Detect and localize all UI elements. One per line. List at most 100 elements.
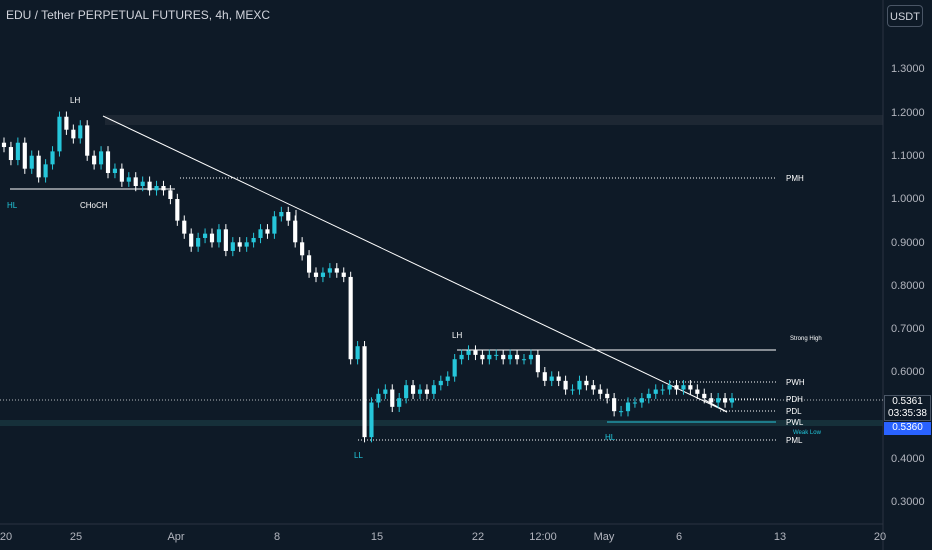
candle-up[interactable] [632,402,638,404]
candle-up[interactable] [397,398,402,407]
short-trendline[interactable] [704,399,728,413]
candle-up[interactable] [521,359,527,361]
candle-up[interactable] [549,376,554,381]
candle-up[interactable] [369,402,374,438]
candle-down[interactable] [175,199,180,221]
candle-down[interactable] [341,272,346,277]
candle-up[interactable] [653,389,658,394]
candle-down[interactable] [300,242,305,256]
candle-up[interactable] [618,411,624,413]
descending-trendline[interactable] [102,115,728,413]
candle-down[interactable] [133,177,138,187]
candle-up[interactable] [577,380,582,390]
candle-up[interactable] [279,211,284,217]
candle-down[interactable] [306,255,312,273]
candle-down[interactable] [695,389,700,394]
candle-up[interactable] [140,181,145,187]
candle-up[interactable] [459,354,464,360]
candle-down[interactable] [147,181,152,191]
candle-up[interactable] [417,389,423,394]
candle-up[interactable] [376,393,381,403]
candle-up[interactable] [660,389,665,391]
candle-down[interactable] [209,233,215,243]
candle-up[interactable] [202,233,208,238]
candle-up[interactable] [487,354,492,360]
candle-up[interactable] [57,116,62,152]
candle-up[interactable] [445,376,450,381]
candle-up[interactable] [230,242,235,251]
candle-up[interactable] [126,177,131,182]
candle-down[interactable] [119,168,124,182]
candle-up[interactable] [258,229,263,238]
candle-up[interactable] [320,272,326,277]
candle-down[interactable] [702,393,707,399]
candle-up[interactable] [639,398,644,403]
candle-down[interactable] [535,354,540,373]
candle-down[interactable] [71,129,76,139]
candle-up[interactable] [216,229,222,243]
symbol-title[interactable]: EDU / Tether PERPETUAL FUTURES, 4h, MEXC [6,8,271,22]
candle-up[interactable] [729,398,735,403]
candle-up[interactable] [196,237,201,247]
candle-down[interactable] [584,380,589,386]
candle-down[interactable] [223,229,228,251]
candle-up[interactable] [355,346,360,360]
candle-up[interactable] [528,354,534,360]
candle-up[interactable] [404,385,409,399]
candle-up[interactable] [383,389,388,394]
candle-up[interactable] [646,393,651,399]
candle-down[interactable] [542,372,547,381]
candle-up[interactable] [681,385,686,390]
candle-down[interactable] [556,376,561,381]
candle-down[interactable] [480,354,485,360]
candle-down[interactable] [473,350,478,355]
candle-down[interactable] [92,155,97,165]
candle-up[interactable] [29,155,34,169]
candle-down[interactable] [293,220,298,243]
candle-down[interactable] [390,389,395,407]
candle-up[interactable] [244,242,249,247]
candle-down[interactable] [709,398,714,403]
candle-down[interactable] [161,186,166,191]
candle-down[interactable] [591,385,596,390]
candle-up[interactable] [667,385,672,390]
candle-up[interactable] [508,354,513,360]
candle-down[interactable] [168,190,173,199]
candle-up[interactable] [494,354,499,356]
candle-down[interactable] [612,398,617,412]
candle-down[interactable] [605,393,610,399]
candle-down[interactable] [64,116,69,130]
candle-up[interactable] [716,398,721,403]
candle-up[interactable] [272,216,277,234]
candle-up[interactable] [154,186,159,191]
candle-up[interactable] [98,151,104,165]
candle-down[interactable] [410,385,416,394]
candle-up[interactable] [50,151,55,165]
candle-up[interactable] [43,164,48,178]
candle-down[interactable] [362,346,367,438]
candle-up[interactable] [15,142,20,161]
candle-down[interactable] [265,229,270,234]
currency-button[interactable]: USDT [887,5,923,27]
candle-down[interactable] [237,242,242,247]
candle-up[interactable] [438,380,443,386]
candle-up[interactable] [625,402,631,412]
candle-down[interactable] [334,268,339,273]
candle-up[interactable] [431,385,436,394]
candle-down[interactable] [722,398,728,403]
candle-down[interactable] [105,151,111,174]
candle-up[interactable] [452,359,457,377]
candle-down[interactable] [674,385,679,390]
candle-up[interactable] [466,350,471,355]
candle-down[interactable] [286,211,291,221]
candle-down[interactable] [36,155,41,178]
candle-up[interactable] [112,168,118,174]
candle-up[interactable] [78,125,83,139]
candle-down[interactable] [182,220,187,234]
candle-down[interactable] [85,125,90,156]
candle-up[interactable] [327,268,332,273]
candle-down[interactable] [563,380,568,390]
candle-down[interactable] [1,142,7,148]
candle-up[interactable] [251,237,256,243]
candle-down[interactable] [688,385,693,390]
